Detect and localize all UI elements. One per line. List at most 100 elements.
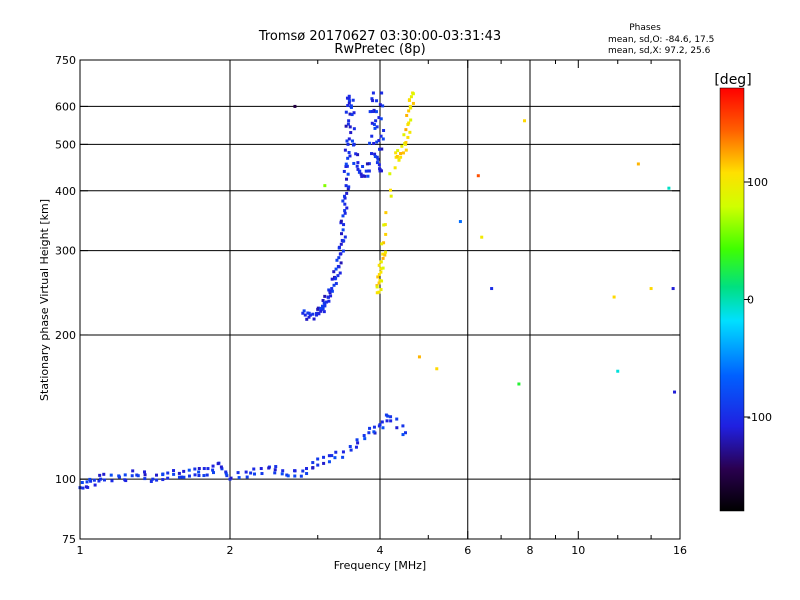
data-point (334, 282, 338, 286)
data-point (401, 433, 405, 437)
data-point (401, 424, 405, 428)
data-point (343, 148, 347, 152)
data-point (293, 474, 297, 478)
data-point (305, 467, 309, 471)
data-point (354, 152, 358, 156)
series-x-trace (375, 91, 415, 295)
data-point (305, 317, 309, 321)
data-point (612, 295, 616, 299)
data-point (249, 471, 253, 475)
data-point (374, 119, 378, 123)
data-point (85, 480, 89, 484)
data-point (408, 104, 412, 108)
data-point (367, 162, 371, 166)
data-point (517, 382, 521, 386)
data-point (337, 256, 341, 260)
data-point (130, 474, 134, 478)
data-point (349, 105, 353, 109)
data-point (396, 149, 400, 153)
data-point (399, 155, 403, 159)
data-point (312, 317, 316, 321)
data-point (381, 256, 385, 260)
data-point (344, 162, 348, 166)
data-point (380, 420, 384, 424)
data-point (372, 430, 376, 434)
data-point (376, 157, 380, 161)
data-point (379, 134, 383, 138)
data-point (177, 475, 181, 479)
data-point (362, 434, 366, 438)
data-point (348, 125, 352, 129)
data-point (403, 431, 407, 435)
data-point (523, 119, 527, 123)
data-point (322, 461, 326, 465)
data-point (377, 281, 381, 285)
data-point (92, 478, 96, 482)
data-point (348, 154, 352, 158)
data-point (299, 474, 303, 478)
data-point (380, 147, 384, 151)
colorbar-tick-label: -100 (747, 411, 772, 424)
data-point (286, 474, 290, 478)
data-point (373, 155, 377, 159)
data-point (381, 104, 385, 108)
data-point (206, 467, 210, 471)
data-point (382, 128, 386, 132)
data-point (220, 467, 224, 471)
data-point (360, 174, 364, 178)
data-point (355, 438, 359, 442)
data-point (411, 101, 415, 105)
data-point (315, 312, 319, 316)
x-tick-label: 10 (571, 544, 585, 557)
x-tick-label: 6 (464, 544, 471, 557)
data-point (381, 426, 385, 430)
data-point (197, 467, 201, 471)
colorbar-tick-label: 0 (747, 294, 754, 307)
data-point (237, 476, 241, 480)
data-point (109, 473, 113, 477)
data-point (346, 104, 350, 108)
data-point (319, 309, 323, 313)
data-point (356, 167, 360, 171)
y-tick-label: 600 (55, 100, 76, 113)
data-point (382, 241, 386, 245)
data-point (330, 289, 334, 293)
data-point (402, 133, 406, 137)
data-point (381, 266, 385, 270)
data-point (301, 469, 305, 473)
data-point (202, 467, 206, 471)
data-point (236, 471, 240, 475)
data-point (149, 479, 153, 483)
data-point (193, 473, 197, 477)
data-point (379, 260, 383, 264)
data-point (388, 172, 392, 176)
data-point (393, 166, 397, 170)
data-point (341, 199, 345, 203)
data-point (384, 413, 388, 417)
data-point (371, 91, 375, 95)
data-point (143, 470, 147, 474)
data-point (252, 467, 256, 471)
data-point (383, 223, 387, 227)
data-point (435, 367, 439, 371)
data-point (377, 116, 381, 120)
data-point (377, 163, 381, 167)
data-point (395, 417, 399, 421)
x-tick-label: 8 (527, 544, 534, 557)
data-point (224, 472, 228, 476)
data-point (355, 164, 359, 168)
data-point (102, 472, 106, 476)
data-point (143, 473, 147, 477)
data-point (616, 369, 620, 373)
data-point (400, 144, 404, 148)
data-point (339, 252, 343, 256)
data-point (374, 110, 378, 114)
data-point (342, 194, 346, 198)
data-point (384, 250, 388, 254)
data-point (344, 184, 348, 188)
data-point (349, 131, 353, 135)
data-point (375, 155, 379, 159)
data-point (364, 169, 368, 173)
data-point (339, 232, 343, 236)
data-point (328, 289, 332, 293)
